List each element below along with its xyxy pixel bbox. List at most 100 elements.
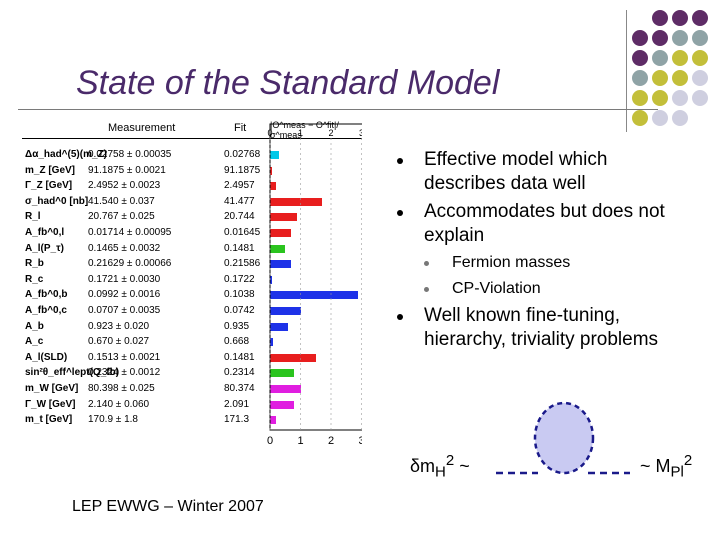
table-row: R_l 20.767 ± 0.025 20.744 (22, 210, 362, 225)
measured-value: 170.9 ± 1.8 (88, 414, 138, 426)
pull-bar (270, 353, 316, 362)
decorative-dot (632, 50, 648, 66)
fit-value: 20.744 (224, 211, 255, 223)
fit-value: 2.4957 (224, 180, 255, 192)
fit-value: 0.1038 (224, 289, 255, 301)
observable-name: A_fb^0,l (25, 227, 65, 238)
bullet-marker (397, 158, 403, 164)
measured-value: 0.670 ± 0.027 (88, 336, 150, 348)
observable-name: m_W [GeV] (25, 383, 79, 394)
pull-bar (270, 322, 289, 331)
decorative-dot (692, 90, 708, 106)
table-row: Δα_had^(5)(m_Z) 0.02758 ± 0.00035 0.02768 (22, 148, 362, 163)
decorative-dot (692, 10, 708, 26)
measurement-table: Measurement Fit |O^meas − O^fit|/σ^meas … (22, 120, 362, 465)
fit-value: 0.1481 (224, 351, 255, 363)
pull-bar (270, 213, 298, 222)
decorative-dot (672, 90, 688, 106)
decorative-dot (652, 110, 668, 126)
footer-credit: LEP EWWG – Winter 2007 (72, 498, 264, 515)
fit-value: 0.01645 (224, 227, 261, 238)
measured-value: 91.1875 ± 0.0021 (88, 164, 166, 176)
observable-name: sin²θ_eff^lept(Q_fb) (25, 367, 120, 379)
table-row: Γ_W [GeV] 2.140 ± 0.060 2.091 (22, 398, 362, 413)
decorative-dot (672, 70, 688, 86)
bullet-text: CP-Violation (452, 280, 541, 297)
observable-name: R_l (25, 211, 41, 223)
measured-value: 0.0992 ± 0.0016 (88, 289, 161, 301)
table-row: A_b 0.923 ± 0.020 0.935 (22, 320, 362, 335)
bullet-marker (424, 261, 429, 266)
measured-value: 0.01714 ± 0.00095 (88, 227, 172, 238)
table-row: sin²θ_eff^lept(Q_fb) 0.2324 ± 0.0012 0.231… (22, 366, 362, 381)
decorative-dot (652, 10, 668, 26)
table-row: A_c 0.670 ± 0.027 0.668 (22, 335, 362, 350)
bullet-accommodates: Accommodates but does not explain (392, 200, 692, 248)
pull-bar (270, 151, 280, 159)
pull-tick-label-top: 0 (267, 128, 272, 138)
measured-value: 41.540 ± 0.037 (88, 195, 155, 207)
decorative-dot (692, 50, 708, 66)
subbullet-fermion-masses: Fermion masses (392, 252, 692, 274)
fit-value: 0.02768 (224, 149, 261, 160)
fit-value: 0.1722 (224, 273, 255, 285)
bullet-marker (397, 314, 403, 320)
observable-name: A_b (25, 320, 44, 332)
measured-value: 0.02758 ± 0.00035 (88, 149, 172, 160)
decorative-dot (672, 50, 688, 66)
pull-bar (270, 275, 272, 284)
table-row: R_c 0.1721 ± 0.0030 0.1722 (22, 273, 362, 288)
observable-name: A_l(P_τ) (25, 242, 64, 254)
formula-sub-h: H (435, 463, 446, 481)
decorative-dot (652, 70, 668, 86)
pull-bar (270, 338, 274, 347)
bullet-effective-model: Effective model which describes data wel… (392, 148, 692, 196)
table-row: A_l(P_τ) 0.1465 ± 0.0032 0.1481 (22, 242, 362, 257)
table-row: m_Z [GeV] 91.1875 ± 0.0021 91.1875 (22, 164, 362, 179)
decorative-dot (632, 70, 648, 86)
observable-name: m_Z [GeV] (25, 164, 76, 176)
measured-value: 0.923 ± 0.020 (88, 320, 150, 332)
observable-name: σ_had^0 [nb] (25, 195, 89, 207)
table-row: A_fb^0,c 0.0707 ± 0.0035 0.0742 (22, 304, 362, 319)
loop-blob (533, 401, 595, 475)
higgs-mass-correction: δmH2 ~ (410, 452, 470, 481)
observable-name: A_fb^0,b (25, 289, 68, 301)
measured-value: 0.1465 ± 0.0032 (88, 242, 161, 254)
formula-m: M (655, 456, 671, 476)
pull-tick-label-top: 3 (359, 128, 362, 138)
measured-value: 0.2324 ± 0.0012 (88, 367, 161, 379)
observable-name: A_l(SLD) (25, 351, 68, 363)
decorative-dot (672, 30, 688, 46)
fit-value: 0.935 (224, 320, 250, 332)
observable-name: A_c (25, 336, 44, 348)
observable-name: Δα_had^(5)(m_Z) (25, 149, 107, 160)
pull-bar (270, 244, 286, 253)
formula-tilde: ~ (459, 456, 470, 476)
fit-value: 0.668 (224, 336, 250, 348)
measured-value: 0.0707 ± 0.0035 (88, 305, 161, 316)
title-underline (18, 109, 658, 110)
decorative-dot (632, 30, 648, 46)
fit-value: 80.374 (224, 383, 255, 394)
pull-axis-frame (269, 123, 362, 431)
pull-tick-label-bottom: 0 (267, 435, 273, 447)
measured-value: 0.21629 ± 0.00066 (88, 258, 172, 270)
fit-value: 0.0742 (224, 305, 255, 316)
observable-name: R_c (25, 273, 44, 285)
pull-tick-label-bottom: 2 (328, 435, 334, 447)
bullet-fine-tuning: Well known fine-tuning, hierarchy, trivi… (392, 304, 692, 352)
decorative-dot (652, 50, 668, 66)
pull-bar (270, 307, 301, 315)
pull-tick-label-top: 2 (328, 128, 333, 138)
pull-bar (270, 197, 322, 206)
pull-bar (270, 260, 292, 269)
pull-bar (270, 166, 272, 175)
table-row: A_fb^0,b 0.0992 ± 0.0016 0.1038 (22, 288, 362, 303)
measured-value: 80.398 ± 0.025 (88, 383, 155, 394)
fit-value: 171.3 (224, 414, 250, 426)
observable-name: R_b (25, 258, 44, 270)
measured-value: 20.767 ± 0.025 (88, 211, 155, 223)
bullet-marker (424, 287, 429, 292)
fit-value: 0.2314 (224, 367, 255, 379)
